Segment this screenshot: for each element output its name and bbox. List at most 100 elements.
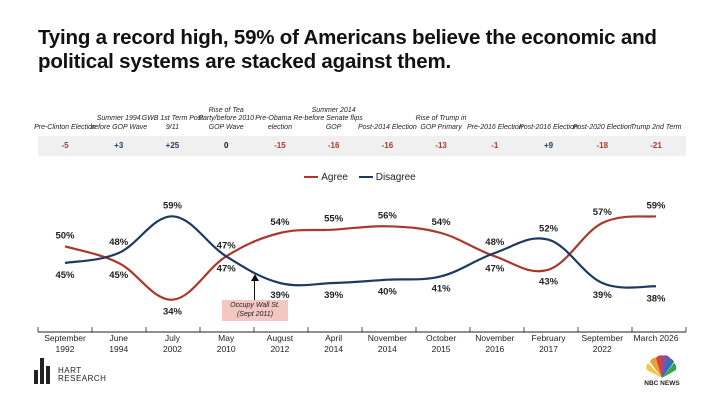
- x-tick-label-line1: June: [109, 333, 128, 343]
- x-tick-label: April 2014: [324, 333, 343, 355]
- margin-value: +25: [165, 141, 180, 150]
- margin-value: +3: [114, 141, 124, 150]
- x-tick-label-line1: September: [581, 333, 624, 343]
- x-tick-label-line1: October: [425, 333, 457, 343]
- data-label-disagree: 47%: [217, 263, 237, 274]
- hart-logo-line1: HART: [58, 366, 82, 375]
- data-label-agree: 54%: [270, 217, 290, 228]
- annotation-arrow-head: [250, 274, 259, 281]
- x-tick-label-line1: May: [218, 333, 235, 343]
- x-tick-label-line1: September: [44, 333, 86, 343]
- data-label-agree: 34%: [163, 307, 183, 318]
- x-tick-label: March 2026: [634, 333, 679, 344]
- x-tick-label-line2: 2022: [592, 344, 612, 354]
- x-tick-label-line1: February: [531, 333, 566, 343]
- x-tick-label-line2: 2016: [485, 344, 505, 354]
- data-label-disagree: 59%: [163, 200, 183, 211]
- data-label-disagree: 48%: [109, 237, 129, 248]
- data-label-agree: 47%: [217, 240, 237, 251]
- margin-value: +9: [543, 141, 554, 150]
- legend-disagree-swatch: [358, 176, 373, 179]
- margin-value: -1: [491, 141, 499, 150]
- event-label: Pre-Obama Re-election: [255, 115, 305, 131]
- legend-agree: Agree: [304, 172, 348, 183]
- data-label-disagree: 39%: [593, 290, 613, 301]
- event-label: Summer 1994 before GOP Wave: [90, 115, 148, 131]
- data-label-agree: 45%: [109, 270, 129, 281]
- event-label: Rise of Tea Party/before 2010 GOP Wave: [198, 106, 254, 131]
- hart-research-logo: HART RESEARCH: [34, 358, 124, 388]
- data-label-agree: 47%: [485, 263, 505, 274]
- x-tick-label-line1: November: [475, 333, 515, 343]
- data-label-agree: 54%: [432, 217, 452, 228]
- hart-logo-text: HART RESEARCH: [58, 367, 106, 383]
- event-label: Rise of Trump in GOP Primary: [415, 115, 467, 131]
- legend-agree-label: Agree: [321, 172, 348, 183]
- peacock-icon: [646, 355, 677, 378]
- margin-value: -13: [435, 141, 447, 150]
- x-tick-label: November 2014: [368, 333, 407, 355]
- data-label-disagree: 48%: [485, 237, 505, 248]
- x-tick-label-line1: August: [266, 333, 294, 343]
- x-tick-label: February 2017: [532, 333, 566, 355]
- data-label-agree: 55%: [324, 214, 344, 225]
- x-tick-label-line2: 2015: [431, 344, 451, 354]
- x-tick-label: October 2015: [426, 333, 456, 355]
- annotation-arrow-line: [254, 278, 256, 300]
- nbc-news-text: NBC NEWS: [644, 380, 680, 387]
- data-label-disagree: 39%: [324, 290, 344, 301]
- x-tick-label-line1: November: [367, 333, 407, 343]
- x-tick-label-line2: 1992: [55, 344, 75, 354]
- x-tick-label-line2: 2017: [539, 344, 558, 354]
- hart-logo-line2: RESEARCH: [58, 374, 107, 383]
- data-label-disagree: 41%: [432, 283, 452, 294]
- margin-value: -5: [61, 141, 69, 150]
- legend: Agree Disagree: [0, 172, 720, 183]
- event-label: Post-2016 Election: [519, 123, 578, 131]
- margin-value: -15: [274, 141, 286, 150]
- x-tick-label: November 2016: [475, 333, 514, 355]
- event-label: Post-2014 Election: [357, 123, 417, 131]
- series-line-agree: [64, 215, 657, 301]
- data-label-agree: 43%: [539, 277, 559, 288]
- event-label: Pre-2016 Election: [466, 123, 523, 131]
- x-tick-label: May 2010: [217, 333, 236, 355]
- x-tick-label: September 2022: [581, 333, 623, 355]
- x-tick-label-line2: 2014: [324, 344, 344, 354]
- margin-value: -21: [650, 141, 662, 150]
- event-label: Pre-Clinton Election: [34, 123, 96, 131]
- x-tick-label-line2: 2014: [377, 344, 397, 354]
- x-tick-label-line1: July: [164, 333, 181, 343]
- x-tick-label: September 1992: [44, 333, 86, 355]
- hart-bars-icon: [34, 358, 54, 384]
- data-label-disagree: 45%: [55, 270, 75, 281]
- event-label: Summer 2014 before Senate flips GOP: [304, 106, 363, 131]
- data-label-agree: 59%: [646, 200, 666, 211]
- margin-value: -16: [327, 141, 340, 150]
- data-label-disagree: 40%: [378, 287, 398, 298]
- series-line-disagree: [64, 215, 657, 289]
- event-labels-row: Pre-Clinton Election Summer 1994 before G…: [34, 86, 686, 132]
- event-label: Trump 2nd Term: [630, 123, 682, 131]
- x-tick-label-line1: April: [325, 333, 343, 343]
- margin-value: -16: [381, 141, 394, 150]
- x-tick-label-line2: 2002: [162, 344, 182, 354]
- chart-title: Tying a record high, 59% of Americans be…: [38, 26, 657, 73]
- legend-disagree: Disagree: [358, 172, 416, 183]
- data-label-agree: 56%: [378, 210, 398, 221]
- legend-agree-swatch: [304, 176, 319, 179]
- event-label: Post-2020 Election: [572, 123, 632, 131]
- data-label-agree: 50%: [55, 230, 75, 241]
- data-label-disagree: 52%: [539, 224, 559, 235]
- margin-value: 0: [223, 141, 229, 150]
- x-tick-label: June 1994: [109, 333, 128, 355]
- data-label-disagree: 38%: [646, 293, 666, 304]
- data-label-disagree: 39%: [270, 290, 290, 301]
- occupy-wall-st-annotation: Occupy Wall St. (Sept 2011): [222, 300, 288, 321]
- data-label-agree: 57%: [593, 207, 613, 218]
- x-tick-label-line2: 2010: [216, 344, 236, 354]
- x-tick-label: August 2012: [267, 333, 293, 355]
- legend-disagree-label: Disagree: [375, 172, 416, 183]
- x-tick-label-line2: 2012: [270, 344, 290, 354]
- line-chart: 50% 45% 34% 47% 54% 55% 56% 54% 47% 43% 57% 59% 45% 4…: [37, 200, 687, 333]
